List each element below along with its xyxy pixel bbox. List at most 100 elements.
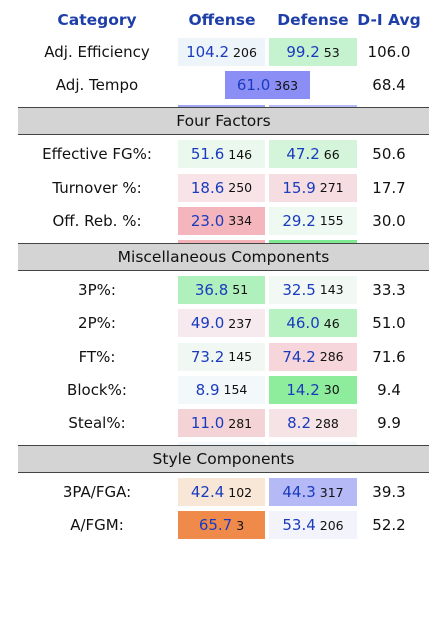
stat-rank: 206 bbox=[319, 517, 344, 533]
defense-cell: 8.2 288 bbox=[269, 409, 357, 438]
column-header: Defense bbox=[277, 11, 349, 29]
offense-cell: 73.2 145 bbox=[178, 342, 265, 371]
stat-value: 11.0 bbox=[190, 414, 225, 433]
stat-value: 53.4 bbox=[282, 516, 316, 535]
offense-cell: 23.0 334 bbox=[178, 206, 265, 235]
defense-cell: 46.0 46 bbox=[269, 309, 357, 338]
stat-rank: 155 bbox=[319, 213, 344, 229]
defense-cell: 32.5 143 bbox=[269, 275, 357, 304]
defense-cell: 99.2 53 bbox=[269, 38, 357, 66]
category-label: Off. Reb. %: bbox=[52, 211, 142, 230]
stat-value: 99.2 bbox=[286, 43, 320, 61]
average-value: 33.3 bbox=[372, 280, 406, 299]
stat-value: 32.5 bbox=[282, 280, 316, 299]
defense-cell: 14.2 30 bbox=[269, 375, 357, 404]
column-header: Category bbox=[57, 11, 137, 29]
stat-value: 14.2 bbox=[286, 380, 320, 399]
category-label: FT%: bbox=[78, 347, 116, 366]
stat-rank: 334 bbox=[228, 213, 253, 229]
average-value: 106.0 bbox=[367, 43, 411, 61]
offense-cell: 65.7 3 bbox=[178, 511, 265, 540]
stat-rank: 206 bbox=[233, 44, 257, 60]
stat-rank: 102 bbox=[228, 484, 253, 500]
defense-cell: 47.2 66 bbox=[269, 140, 357, 169]
average-value: 30.0 bbox=[372, 211, 406, 230]
average-value: 71.6 bbox=[372, 347, 406, 366]
stat-value: 29.2 bbox=[282, 211, 316, 230]
stat-value: 65.7 bbox=[198, 516, 233, 535]
stat-value: 73.2 bbox=[190, 347, 225, 366]
stat-rank: 53 bbox=[323, 44, 340, 60]
stat-rank: 66 bbox=[323, 146, 340, 162]
stat-value: 51.6 bbox=[190, 145, 225, 164]
category-label: Steal%: bbox=[68, 414, 126, 433]
stat-value: 36.8 bbox=[194, 280, 229, 299]
stat-rank: 146 bbox=[228, 146, 253, 162]
stat-rank: 286 bbox=[319, 349, 344, 364]
category-label: Effective FG%: bbox=[42, 145, 152, 164]
stat-rank: 51 bbox=[232, 282, 249, 298]
category-label: Adj. Tempo bbox=[55, 76, 139, 95]
category-label: 3P%: bbox=[78, 280, 116, 299]
stat-rank: 281 bbox=[228, 415, 253, 431]
average-value: 17.7 bbox=[372, 178, 406, 197]
stat-value: 104.2 bbox=[186, 43, 230, 61]
stat-value: 74.2 bbox=[282, 347, 316, 366]
offense-cell: 49.0 237 bbox=[178, 309, 265, 338]
defense-cell: 44.3 317 bbox=[269, 478, 357, 507]
stat-rank: 250 bbox=[228, 180, 253, 196]
average-value: 9.4 bbox=[377, 380, 401, 399]
defense-cell: 29.2 155 bbox=[269, 206, 357, 235]
stat-rank: 237 bbox=[228, 315, 253, 331]
stat-value: 8.2 bbox=[287, 414, 311, 433]
stat-rank: 46 bbox=[323, 315, 340, 331]
stat-rank: 288 bbox=[315, 415, 339, 431]
stat-value: 8.9 bbox=[195, 380, 220, 399]
category-label: Adj. Efficiency bbox=[44, 43, 150, 61]
average-value: 9.9 bbox=[377, 414, 401, 433]
average-value: 68.4 bbox=[372, 76, 406, 95]
defense-cell: 15.9 271 bbox=[269, 173, 357, 202]
offense-cell: 61.0 363 bbox=[225, 71, 310, 100]
category-label: 2P%: bbox=[78, 314, 116, 333]
stat-value: 49.0 bbox=[190, 314, 225, 333]
stat-rank: 154 bbox=[223, 382, 248, 398]
stat-value: 42.4 bbox=[190, 483, 225, 502]
offense-cell: 36.8 51 bbox=[178, 275, 265, 304]
category-label: A/FGM: bbox=[70, 516, 124, 535]
stat-rank: 271 bbox=[319, 180, 344, 196]
section-header: Four Factors bbox=[18, 107, 429, 136]
stat-value: 61.0 bbox=[236, 76, 271, 95]
offense-cell: 18.6 250 bbox=[178, 173, 265, 202]
category-label: 3PA/FGA: bbox=[62, 483, 132, 502]
stat-value: 23.0 bbox=[190, 211, 225, 230]
defense-cell: 53.4 206 bbox=[269, 511, 357, 540]
offense-cell: 51.6 146 bbox=[178, 140, 265, 169]
average-value: 51.0 bbox=[372, 314, 406, 333]
offense-cell: 8.9 154 bbox=[178, 375, 265, 404]
offense-cell: 42.4 102 bbox=[178, 478, 265, 507]
average-value: 50.6 bbox=[372, 145, 406, 164]
stat-value: 18.6 bbox=[190, 178, 225, 197]
stat-rank: 317 bbox=[319, 484, 344, 500]
stat-rank: 30 bbox=[323, 382, 340, 398]
stat-rank: 143 bbox=[319, 282, 344, 298]
average-value: 39.3 bbox=[372, 483, 406, 502]
category-label: Block%: bbox=[67, 380, 127, 399]
stat-value: 44.3 bbox=[282, 483, 316, 502]
stat-rank: 145 bbox=[228, 349, 253, 364]
section-header: Style Components bbox=[18, 445, 429, 474]
category-label: Turnover %: bbox=[52, 178, 142, 197]
section-header: Miscellaneous Components bbox=[18, 242, 429, 271]
offense-cell: 11.0 281 bbox=[178, 409, 265, 438]
stat-value: 46.0 bbox=[286, 314, 320, 333]
stat-value: 15.9 bbox=[282, 178, 316, 197]
offense-cell: 104.2 206 bbox=[178, 38, 265, 66]
column-header: D-I Avg bbox=[357, 11, 421, 29]
stat-rank: 363 bbox=[274, 77, 299, 93]
average-value: 52.2 bbox=[372, 516, 406, 535]
stat-value: 47.2 bbox=[286, 145, 320, 164]
defense-cell: 74.2 286 bbox=[269, 342, 357, 371]
column-header: Offense bbox=[188, 11, 256, 29]
